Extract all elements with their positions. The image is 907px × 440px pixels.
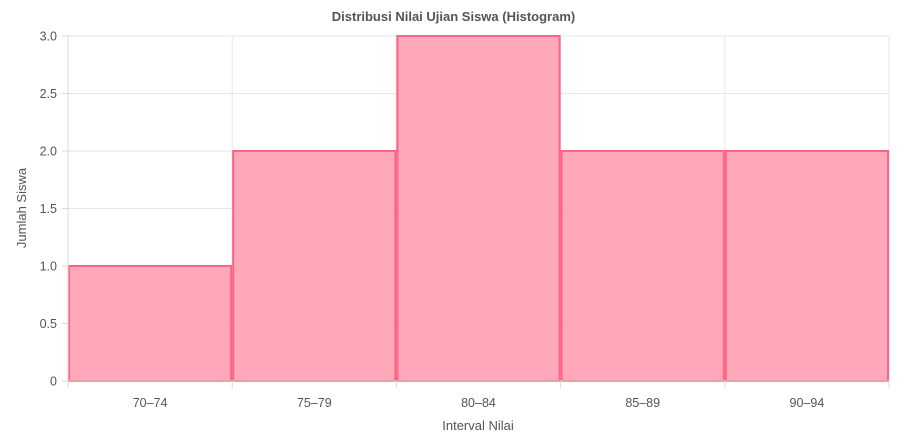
y-tick-label: 2.0 [40, 145, 57, 159]
x-tick-label: 70–74 [133, 396, 168, 410]
chart-title: Distribusi Nilai Ujian Siswa (Histogram) [332, 9, 575, 24]
histogram-bar [232, 150, 397, 382]
y-tick-label: 0 [50, 375, 57, 389]
axes [62, 35, 890, 388]
y-tick-labels: 0 0.5 1.0 1.5 2.0 2.5 3.0 [40, 30, 57, 389]
y-tick-label: 3.0 [40, 30, 57, 44]
x-axis-label: Interval Nilai [442, 418, 514, 433]
y-tick-label: 0.5 [40, 317, 57, 331]
y-tick-label: 1.5 [40, 202, 57, 216]
x-tick-label: 80–84 [461, 396, 496, 410]
histogram-bar [560, 150, 725, 382]
histogram-bar [68, 265, 233, 382]
x-tick-label: 85–89 [625, 396, 660, 410]
histogram-bar [396, 35, 561, 382]
bars [68, 35, 889, 382]
y-tick-label: 1.0 [40, 260, 57, 274]
x-tick-labels: 70–74 75–79 80–84 85–89 90–94 [133, 396, 825, 410]
histogram-bar [724, 150, 889, 382]
x-tick-label: 75–79 [297, 396, 332, 410]
y-axis-label: Jumlah Siswa [14, 167, 29, 248]
x-tick-label: 90–94 [790, 396, 825, 410]
y-tick-label: 2.5 [40, 87, 57, 101]
